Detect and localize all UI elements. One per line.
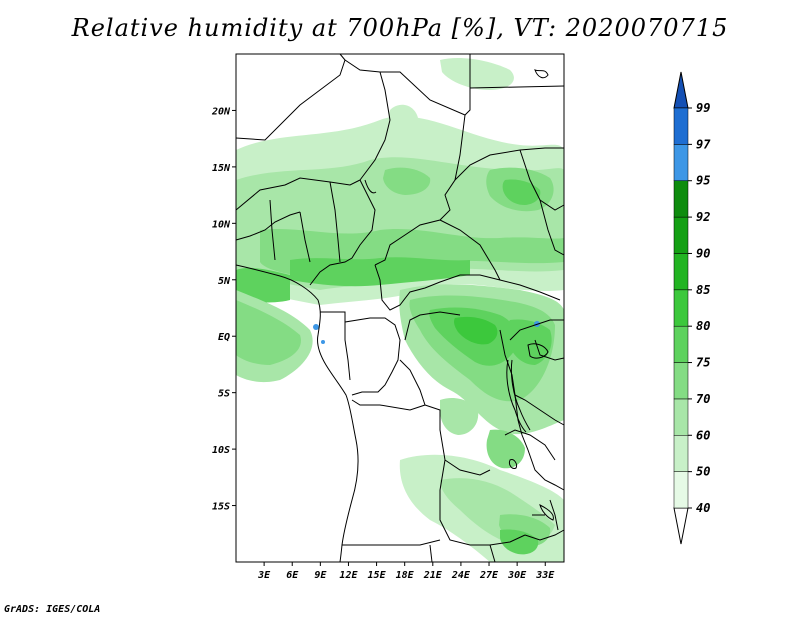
- colorbar-segment: [673, 325, 689, 363]
- colorbar-label: 85: [696, 283, 710, 297]
- x-tick-label: 21E: [423, 570, 443, 581]
- colorbar-label: 70: [696, 392, 710, 406]
- map-frame: [235, 53, 565, 563]
- colorbar-top-arrow: [673, 71, 689, 109]
- colorbar-segment: [673, 398, 689, 436]
- y-tick-label: 20N: [211, 106, 231, 117]
- y-tick-label: 15S: [212, 502, 230, 513]
- colorbar-label: 92: [696, 210, 710, 224]
- colorbar-segment: [673, 253, 689, 291]
- y-tick-label: 15N: [212, 163, 231, 174]
- colorbar-label: 40: [696, 501, 710, 515]
- colorbar-segment: [673, 471, 689, 509]
- x-tick-label: 12E: [339, 570, 358, 581]
- colorbar-label: 97: [696, 137, 711, 151]
- x-tick-label: 24E: [451, 570, 471, 581]
- country-boundaries: [235, 53, 565, 563]
- colorbar-segment: [673, 435, 689, 472]
- map-panel: 3E 6E 9E 12E 15E 18E 21E 24E 27E 30E 33E 20N 15N 10N…: [211, 53, 565, 581]
- colorbar-label: 60: [696, 428, 710, 442]
- x-tick-label: 18E: [396, 570, 415, 581]
- colorbar-segment: [673, 216, 689, 254]
- colorbar-segment: [673, 107, 689, 145]
- y-tick-label: 5N: [218, 276, 231, 287]
- x-axis-ticks: 3E 6E 9E 12E 15E 18E 21E 24E 27E 30E 33E: [257, 562, 555, 581]
- colorbar-label: 75: [696, 356, 710, 370]
- colorbar-segment: [673, 144, 689, 181]
- x-tick-label: 30E: [507, 570, 527, 581]
- colorbar-label: 95: [696, 174, 710, 188]
- y-axis-ticks: 20N 15N 10N 5N EQ 5S 10S 15S: [211, 106, 236, 513]
- colorbar-label: 50: [696, 465, 710, 479]
- colorbar-segment: [673, 362, 689, 400]
- colorbar-label: 90: [696, 246, 710, 260]
- x-tick-label: 15E: [368, 570, 387, 581]
- colorbar-label: 99: [696, 101, 710, 115]
- colorbar-label: 80: [696, 319, 710, 333]
- grads-credit: GrADS: IGES/COLA: [4, 604, 101, 615]
- map-title: Relative humidity at 700hPa [%], VT: 202…: [71, 14, 729, 42]
- colorbar-segment: [673, 289, 689, 327]
- colorbar-segment: [673, 180, 689, 218]
- x-tick-label: 9E: [314, 570, 327, 581]
- colorbar-bottom-arrow: [673, 507, 689, 545]
- colorbar: 40 50 60 70 75 80 85 90 92 95 97 99: [673, 71, 711, 545]
- x-tick-label: 27E: [479, 570, 499, 581]
- y-tick-label: 10S: [212, 445, 230, 456]
- x-tick-label: 33E: [535, 570, 555, 581]
- y-tick-label: 5S: [218, 389, 230, 400]
- y-tick-label: EQ: [218, 332, 230, 343]
- x-tick-label: 3E: [257, 570, 271, 581]
- x-tick-label: 6E: [286, 570, 299, 581]
- y-tick-label: 10N: [212, 219, 231, 230]
